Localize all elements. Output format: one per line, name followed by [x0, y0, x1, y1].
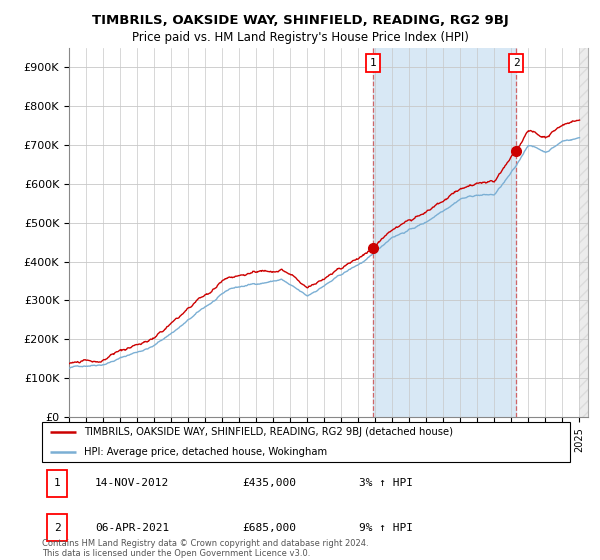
Bar	[580, 48, 596, 417]
Text: 2: 2	[512, 58, 520, 68]
Text: £435,000: £435,000	[242, 478, 296, 488]
Text: 06-APR-2021: 06-APR-2021	[95, 523, 169, 533]
Text: £685,000: £685,000	[242, 523, 296, 533]
Text: 3% ↑ HPI: 3% ↑ HPI	[359, 478, 413, 488]
FancyBboxPatch shape	[47, 470, 67, 497]
Text: TIMBRILS, OAKSIDE WAY, SHINFIELD, READING, RG2 9BJ: TIMBRILS, OAKSIDE WAY, SHINFIELD, READIN…	[92, 14, 508, 27]
Text: 14-NOV-2012: 14-NOV-2012	[95, 478, 169, 488]
Text: 2: 2	[54, 523, 61, 533]
FancyBboxPatch shape	[47, 514, 67, 541]
Text: Price paid vs. HM Land Registry's House Price Index (HPI): Price paid vs. HM Land Registry's House …	[131, 31, 469, 44]
Text: 1: 1	[54, 478, 61, 488]
Text: 9% ↑ HPI: 9% ↑ HPI	[359, 523, 413, 533]
Text: 1: 1	[370, 58, 376, 68]
Text: TIMBRILS, OAKSIDE WAY, SHINFIELD, READING, RG2 9BJ (detached house): TIMBRILS, OAKSIDE WAY, SHINFIELD, READIN…	[84, 427, 453, 437]
Bar	[373, 48, 516, 417]
Text: Contains HM Land Registry data © Crown copyright and database right 2024.
This d: Contains HM Land Registry data © Crown c…	[42, 539, 368, 558]
Text: HPI: Average price, detached house, Wokingham: HPI: Average price, detached house, Woki…	[84, 446, 328, 456]
